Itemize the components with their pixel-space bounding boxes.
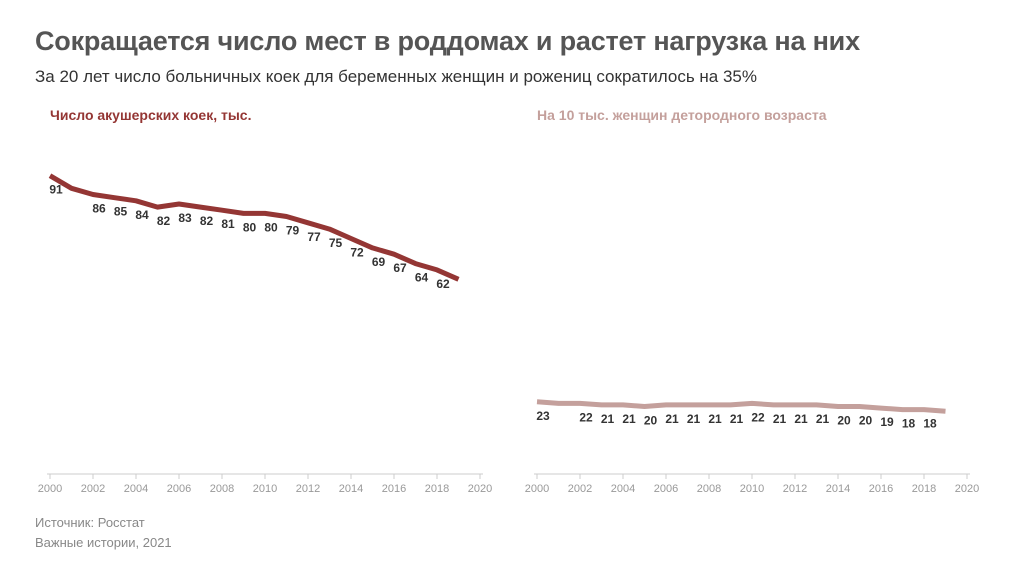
x-tick-label: 2018 <box>425 483 449 495</box>
data-label: 80 <box>243 220 257 234</box>
x-tick-label: 2002 <box>81 483 105 495</box>
x-tick-label: 2000 <box>38 483 62 495</box>
data-label: 80 <box>264 220 278 234</box>
x-tick-label: 2014 <box>826 483 850 495</box>
data-label: 77 <box>307 230 321 244</box>
data-label: 23 <box>536 409 550 423</box>
x-tick-label: 2012 <box>296 483 320 495</box>
x-tick-label: 2014 <box>339 483 363 495</box>
data-label: 62 <box>436 277 450 291</box>
data-label: 21 <box>708 412 722 426</box>
credit-note: Важные истории, 2021 <box>35 535 172 550</box>
x-tick-label: 2006 <box>167 483 191 495</box>
x-tick-label: 2004 <box>124 483 148 495</box>
x-tick-label: 2020 <box>955 483 979 495</box>
data-label: 21 <box>622 412 636 426</box>
data-label: 81 <box>221 217 235 231</box>
data-label: 79 <box>286 224 300 238</box>
data-label: 22 <box>579 410 593 424</box>
series-line <box>48 173 460 282</box>
x-tick-label: 2012 <box>783 483 807 495</box>
data-label: 20 <box>837 413 851 427</box>
x-tick-label: 2002 <box>568 483 592 495</box>
data-label: 21 <box>794 412 808 426</box>
chart-title: Сокращается число мест в роддомах и раст… <box>35 26 860 56</box>
x-tick-label: 2000 <box>525 483 549 495</box>
data-label: 22 <box>751 410 765 424</box>
data-label: 83 <box>178 211 192 225</box>
x-tick-label: 2016 <box>382 483 406 495</box>
data-label: 21 <box>687 412 701 426</box>
data-label: 21 <box>816 412 830 426</box>
data-label: 82 <box>200 214 214 228</box>
data-label: 85 <box>114 205 128 219</box>
panel-beds: 2000 2002 2004 2006 2008 2010 2012 2014 2016 2018… <box>38 173 492 495</box>
data-label: 64 <box>415 271 429 285</box>
data-label: 19 <box>880 415 894 429</box>
data-label: 20 <box>859 413 873 427</box>
x-tick-label: 2018 <box>912 483 936 495</box>
data-label: 21 <box>730 412 744 426</box>
panel-title-per-women: На 10 тыс. женщин детородного возраста <box>537 107 827 123</box>
x-tick-label: 2004 <box>611 483 635 495</box>
chart-subtitle: За 20 лет число больничных коек для бере… <box>35 67 757 86</box>
series-line <box>536 399 946 414</box>
data-label: 21 <box>665 412 679 426</box>
data-label: 86 <box>92 202 106 216</box>
data-label: 91 <box>49 183 63 197</box>
x-tick-label: 2020 <box>468 483 492 495</box>
data-label: 75 <box>329 236 343 250</box>
data-label: 84 <box>135 208 149 222</box>
x-tick-label: 2010 <box>740 483 764 495</box>
data-label: 21 <box>773 412 787 426</box>
data-label: 21 <box>601 412 615 426</box>
panel-per-women: 2000 2002 2004 2006 2008 2010 2012 2014 2016 2018… <box>525 399 979 495</box>
data-label: 20 <box>644 413 658 427</box>
data-label: 69 <box>372 255 386 269</box>
x-tick-label: 2008 <box>697 483 721 495</box>
data-label: 72 <box>350 246 364 260</box>
data-label: 82 <box>157 214 171 228</box>
data-label: 67 <box>393 261 407 275</box>
data-label: 18 <box>902 417 916 431</box>
panel-title-beds: Число акушерских коек, тыс. <box>50 107 252 123</box>
x-tick-label: 2010 <box>253 483 277 495</box>
x-tick-label: 2006 <box>654 483 678 495</box>
x-tick-label: 2016 <box>869 483 893 495</box>
x-tick-label: 2008 <box>210 483 234 495</box>
data-label: 18 <box>923 417 937 431</box>
source-note: Источник: Росстат <box>35 515 145 530</box>
